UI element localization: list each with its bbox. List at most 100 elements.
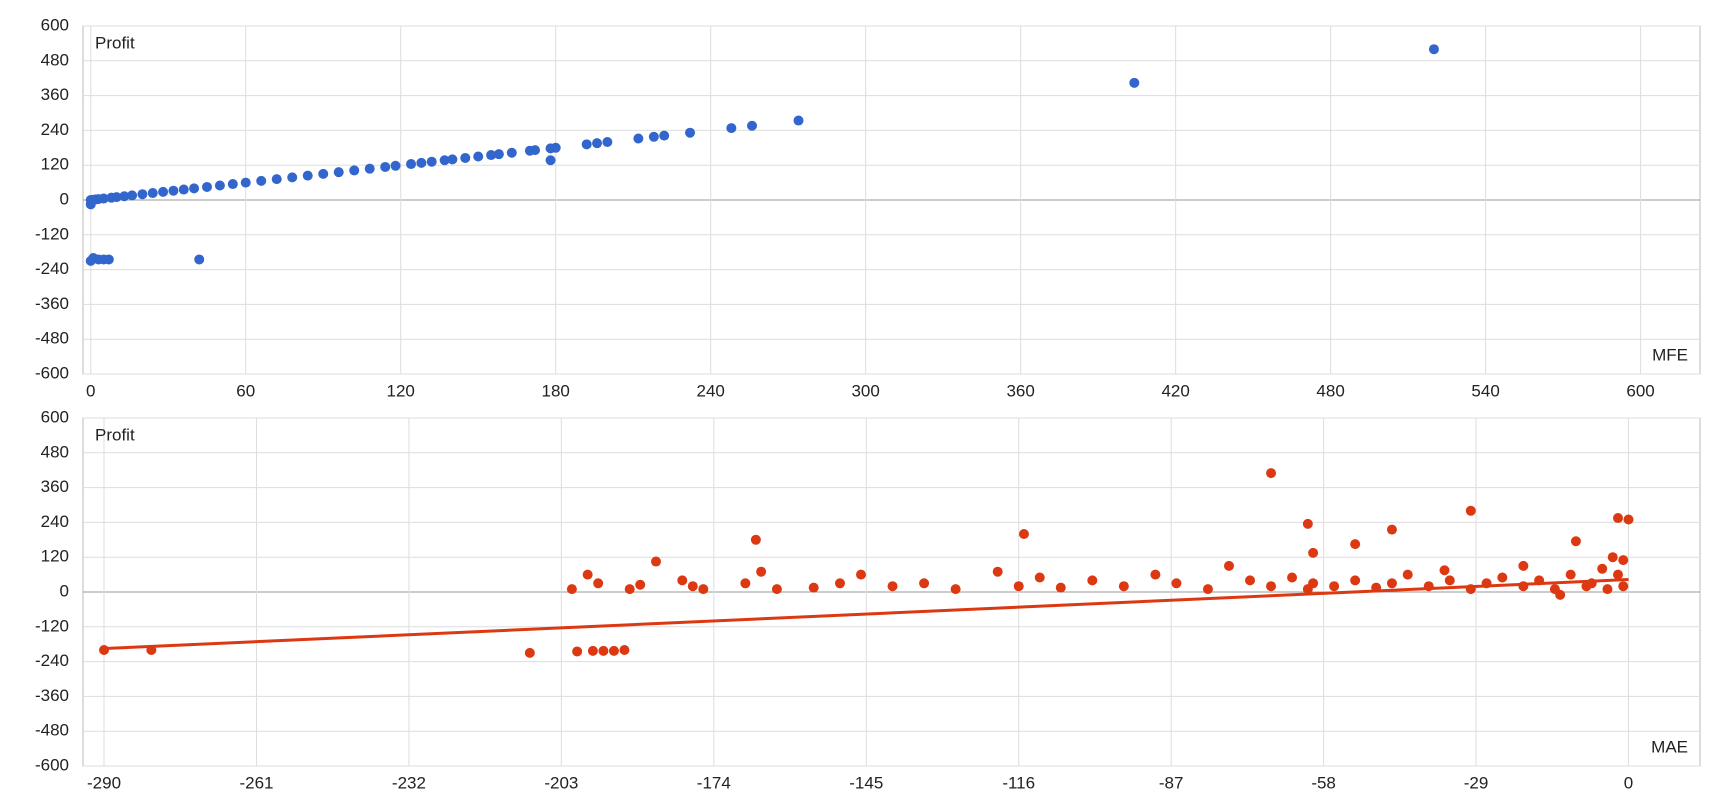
point [127,190,138,201]
point [111,192,122,203]
point [1386,524,1397,535]
point [98,193,109,204]
x-tick-label: 240 [696,381,724,400]
point [635,579,646,590]
point [119,191,130,202]
point [650,556,661,567]
point [1402,569,1413,580]
x-tick-label: -174 [697,773,731,792]
point [1350,575,1361,586]
point [1018,529,1029,539]
point [1245,575,1256,586]
y-tick-label: 0 [60,581,69,600]
point [1602,584,1613,595]
point [587,645,598,656]
point [1565,569,1576,580]
trend-line [103,578,1629,651]
point [1612,569,1623,580]
point [1497,572,1508,583]
point [460,152,471,163]
point [1223,560,1234,571]
y-tick-label: 120 [41,155,69,174]
y-tick-label: -360 [35,686,69,705]
point [677,575,688,586]
point [103,254,114,265]
point [1350,539,1361,550]
y-tick-label: -240 [35,259,69,278]
x-tick-label: -116 [1002,773,1035,792]
y-tick-label: 360 [41,477,69,496]
x-tick-label: 540 [1471,381,1499,400]
x-tick-label: -290 [87,773,121,792]
point [147,188,158,199]
point [99,645,110,655]
point [582,569,593,580]
x-tick-label: -261 [239,773,273,792]
point [1034,572,1045,583]
point [992,566,1003,577]
point [581,139,592,150]
point [493,149,504,160]
point [406,159,417,170]
point [919,578,930,589]
x-tick-label: -145 [849,773,883,792]
point [1612,513,1623,524]
y-tick-label: -240 [35,651,69,670]
x-tick-label: 120 [387,381,415,400]
point [271,174,282,185]
point [1618,555,1629,566]
point [137,189,148,200]
point [380,161,391,172]
x-tick-label: 480 [1316,381,1344,400]
x-tick-label: -87 [1159,773,1184,792]
point [1329,581,1340,592]
point [201,181,212,192]
x-tick-label: 600 [1626,381,1654,400]
point [1570,536,1581,547]
point [1439,565,1450,576]
point [793,115,804,126]
point [950,584,961,595]
point [756,566,767,577]
point [834,578,845,589]
y-tick-label: 240 [41,120,69,139]
y-tick-label: 600 [41,407,69,426]
point [333,167,344,178]
y-tick-label: 120 [41,547,69,566]
point [1302,518,1313,529]
point [747,120,758,131]
point [447,154,458,165]
point [240,177,251,188]
point [439,155,450,166]
point [1518,560,1529,571]
point [887,581,898,592]
point [524,647,535,658]
point [1150,569,1161,580]
x-tick-label: -58 [1311,773,1336,792]
point [486,150,497,161]
y-tick-label: -600 [35,363,69,382]
point [1171,578,1182,589]
y-axis-label: Profit [95,33,135,52]
point [302,170,313,181]
point [698,584,709,595]
y-tick-label: 360 [41,85,69,104]
point [530,145,541,156]
point [750,534,761,545]
point [1386,578,1397,589]
point [740,578,751,589]
x-tick-label: 300 [851,381,879,400]
point [598,645,609,656]
point [364,163,375,174]
y-tick-label: -360 [35,294,69,313]
point [178,184,189,195]
point [572,646,583,657]
point [1444,575,1455,586]
point [1555,589,1566,600]
point [545,155,556,166]
point [214,180,225,191]
x-tick-label: -203 [544,773,578,792]
point [1607,552,1618,563]
point [1266,581,1277,592]
point [771,584,782,595]
